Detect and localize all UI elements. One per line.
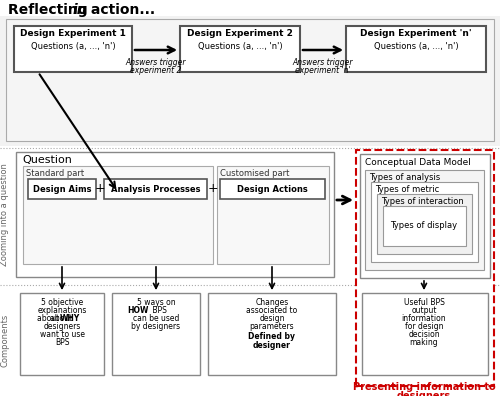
Bar [217, 166, 329, 264]
Bar [0, 16, 500, 146]
Text: Questions (a, ..., 'n'): Questions (a, ..., 'n') [30, 42, 116, 51]
Text: Design Experiment 1: Design Experiment 1 [20, 29, 126, 38]
Text: action...: action... [86, 3, 155, 17]
Text: experiment 2: experiment 2 [130, 66, 182, 75]
Text: Standard part: Standard part [26, 169, 84, 178]
Text: experiment 'n': experiment 'n' [295, 66, 351, 75]
Bar [104, 179, 207, 199]
Text: Customised part: Customised part [220, 169, 290, 178]
Text: Useful BPS: Useful BPS [404, 298, 444, 307]
Text: WHY: WHY [60, 314, 80, 323]
Text: Types of interaction: Types of interaction [381, 197, 464, 206]
Bar [180, 26, 300, 72]
Text: Question: Question [22, 155, 72, 165]
Bar [383, 206, 466, 246]
Text: Defined by: Defined by [248, 332, 296, 341]
Text: making: making [410, 338, 438, 347]
Text: parameters: parameters [250, 322, 294, 331]
Text: Reflecting: Reflecting [8, 3, 92, 17]
Text: associated to: associated to [246, 306, 298, 315]
Text: Design Experiment 'n': Design Experiment 'n' [360, 29, 472, 38]
Text: Answers trigger: Answers trigger [293, 58, 353, 67]
Text: Design Aims: Design Aims [33, 185, 91, 194]
Text: for design: for design [405, 322, 444, 331]
Text: by designers: by designers [132, 322, 180, 331]
Text: designers: designers [44, 322, 80, 331]
Text: want to use: want to use [40, 330, 84, 339]
Bar [360, 154, 490, 278]
Bar [20, 293, 104, 375]
Text: +: + [94, 183, 106, 196]
Text: decision: decision [408, 330, 440, 339]
Bar [356, 150, 494, 386]
Text: can be used: can be used [133, 314, 179, 323]
Text: design: design [259, 314, 285, 323]
Text: Answers trigger: Answers trigger [126, 58, 186, 67]
Text: designer: designer [253, 341, 291, 350]
Text: Zooming into a question: Zooming into a question [0, 164, 10, 267]
Text: Types of analysis: Types of analysis [369, 173, 440, 182]
Bar [6, 19, 494, 141]
Text: output: output [411, 306, 437, 315]
Text: Design Experiment 2: Design Experiment 2 [187, 29, 293, 38]
Bar [14, 26, 132, 72]
Text: Types of metric: Types of metric [375, 185, 440, 194]
Bar [220, 179, 325, 199]
Text: Presenting information to: Presenting information to [352, 382, 496, 392]
Text: Design Actions: Design Actions [236, 185, 308, 194]
Text: about: about [50, 314, 74, 323]
Text: +: + [208, 183, 218, 196]
Bar [377, 194, 472, 254]
Bar [371, 182, 478, 262]
Bar [16, 152, 334, 277]
Bar [346, 26, 486, 72]
Text: Types of display: Types of display [390, 221, 458, 230]
Text: Components: Components [0, 313, 10, 367]
Bar [362, 293, 488, 375]
Text: BPS: BPS [150, 306, 167, 315]
Bar [208, 293, 336, 375]
Text: Questions (a, ..., 'n'): Questions (a, ..., 'n') [374, 42, 458, 51]
Bar [112, 293, 200, 375]
Bar [28, 179, 96, 199]
Text: about: about [37, 314, 62, 323]
Text: 5 objective: 5 objective [41, 298, 83, 307]
Text: explanations: explanations [38, 306, 86, 315]
Bar [23, 166, 213, 264]
Text: HOW: HOW [127, 306, 148, 315]
Text: Changes: Changes [256, 298, 288, 307]
Text: designers: designers [397, 391, 451, 396]
Text: information: information [402, 314, 446, 323]
Text: 5 ways on: 5 ways on [136, 298, 175, 307]
Text: BPS: BPS [55, 338, 69, 347]
Text: Questions (a, ..., 'n'): Questions (a, ..., 'n') [198, 42, 282, 51]
Bar [365, 170, 484, 270]
Text: Conceptual Data Model: Conceptual Data Model [365, 158, 471, 167]
Text: in: in [73, 3, 88, 17]
Text: Analysis Processes: Analysis Processes [111, 185, 201, 194]
